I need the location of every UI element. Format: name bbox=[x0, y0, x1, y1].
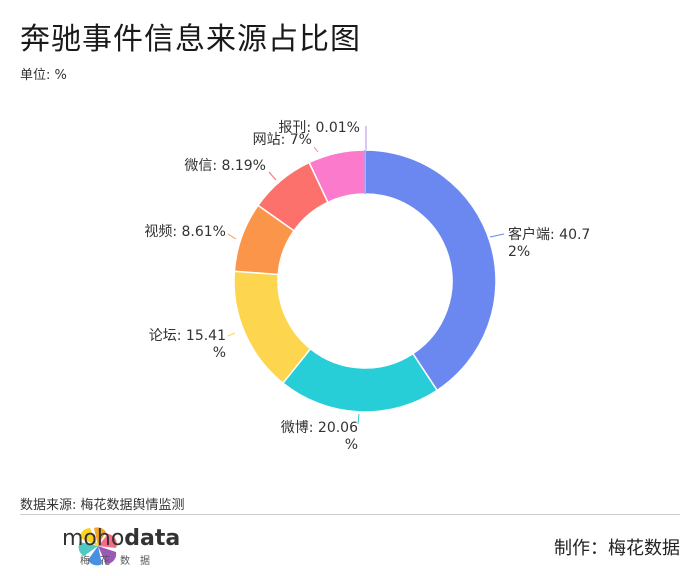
mohodata-logo-icon bbox=[78, 527, 117, 566]
donut-chart: 客户端: 40.7 2% 微博: 20.06 % 论坛: 15.41 % 视频: 8.61%… bbox=[144, 120, 590, 453]
data-source: 数据来源: 梅花数据舆情监测 bbox=[20, 498, 185, 513]
slice-label-3: 视频: 8.61% bbox=[144, 224, 226, 240]
chart-title: 奔驰事件信息来源占比图 bbox=[20, 22, 361, 57]
leader-line-3 bbox=[227, 233, 237, 240]
leader-line-5 bbox=[313, 146, 319, 153]
slice-label-1: 微博: 20.06% bbox=[281, 419, 358, 453]
slice-label-2: 论坛: 15.41% bbox=[149, 328, 226, 361]
slice-0 bbox=[364, 149, 497, 392]
logo-wordmark: mohodata bbox=[62, 526, 181, 551]
slice-5 bbox=[308, 149, 366, 204]
slice-label-4: 微信: 8.19% bbox=[184, 158, 266, 174]
slice-label-6: 报刊: 0.01% bbox=[278, 120, 360, 136]
credit-text: 制作：梅花数据 bbox=[554, 538, 680, 559]
slice-1 bbox=[281, 347, 439, 413]
slice-label-0: 客户端: 40.7 2% bbox=[508, 226, 590, 260]
leader-line-2 bbox=[227, 332, 236, 337]
leader-line-1 bbox=[357, 413, 360, 425]
leader-line-0 bbox=[489, 233, 505, 238]
unit-label: 单位: % bbox=[20, 68, 67, 83]
slice-label-5: 网站: 7% bbox=[253, 132, 312, 148]
footer-divider bbox=[20, 514, 680, 515]
logo-subtitle: 梅花数据 bbox=[80, 556, 160, 567]
leader-line-4 bbox=[268, 171, 277, 181]
